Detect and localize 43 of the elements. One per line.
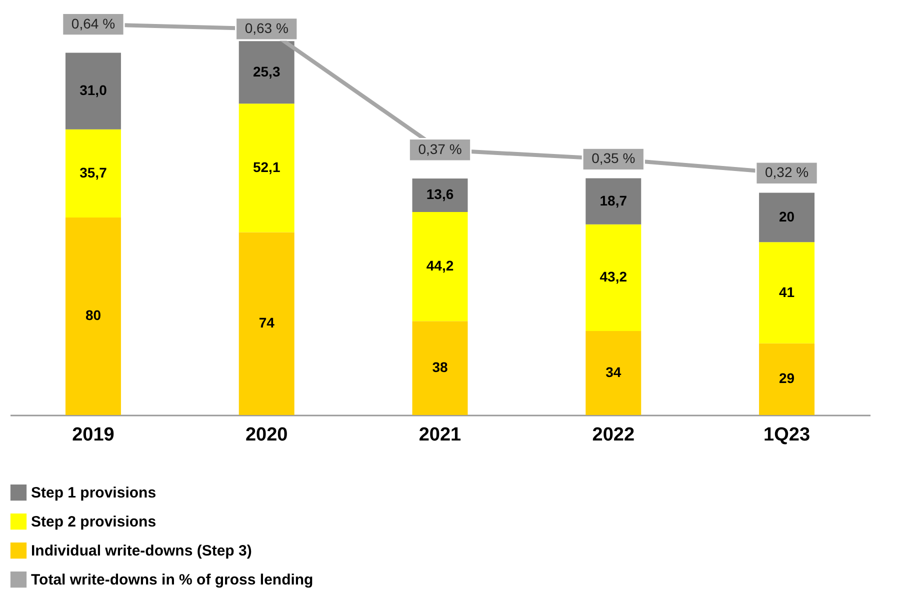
- data-label: 52,1: [252, 158, 280, 175]
- data-label: 18,7: [600, 192, 628, 208]
- data-label: 80: [85, 307, 102, 324]
- data-label: 0,32 %: [764, 164, 809, 180]
- data-label: 41: [778, 284, 795, 300]
- data-label: 20: [778, 208, 795, 224]
- legend-label: Individual write-downs (Step 3): [31, 542, 252, 560]
- legend-label: Total write-downs in % of gross lending: [31, 572, 314, 588]
- data-label: 0,64 %: [71, 15, 116, 32]
- bar: [65, 217, 121, 415]
- bar: [412, 212, 468, 322]
- bar: [412, 321, 468, 415]
- bar: [65, 129, 121, 218]
- data-label: 43,2: [600, 268, 628, 285]
- x-tick-label: 2020: [245, 424, 288, 446]
- bar: [65, 52, 121, 130]
- data-label: 38: [432, 359, 448, 376]
- data-label: 44,2: [426, 258, 454, 274]
- bar: [586, 178, 642, 224]
- bar: [586, 331, 642, 415]
- data-label: 35,7: [80, 164, 108, 180]
- x-tick-label: 2019: [72, 424, 114, 446]
- bar: [759, 242, 815, 344]
- bar: [586, 224, 642, 332]
- bar: [759, 192, 815, 242]
- data-label: 0,37 %: [418, 140, 462, 157]
- data-label: 31,0: [80, 82, 108, 98]
- bar: [238, 232, 294, 415]
- legend-label: Step 1 provisions: [31, 484, 156, 502]
- data-label: 13,6: [426, 186, 454, 202]
- bar: [238, 104, 294, 232]
- bar: [412, 178, 468, 212]
- x-tick-label: 1Q23: [764, 424, 810, 446]
- data-label: 29: [778, 370, 795, 386]
- data-label: 0,35 %: [592, 150, 636, 166]
- data-label: 25,3: [252, 63, 280, 80]
- x-tick-label: 2021: [418, 424, 462, 446]
- bar: [759, 343, 815, 415]
- data-label: 0,63 %: [244, 20, 288, 36]
- data-label: 74: [258, 314, 275, 331]
- data-label: 34: [606, 364, 622, 380]
- x-tick-label: 2022: [592, 424, 635, 446]
- legend-label: Step 2 provisions: [31, 514, 156, 530]
